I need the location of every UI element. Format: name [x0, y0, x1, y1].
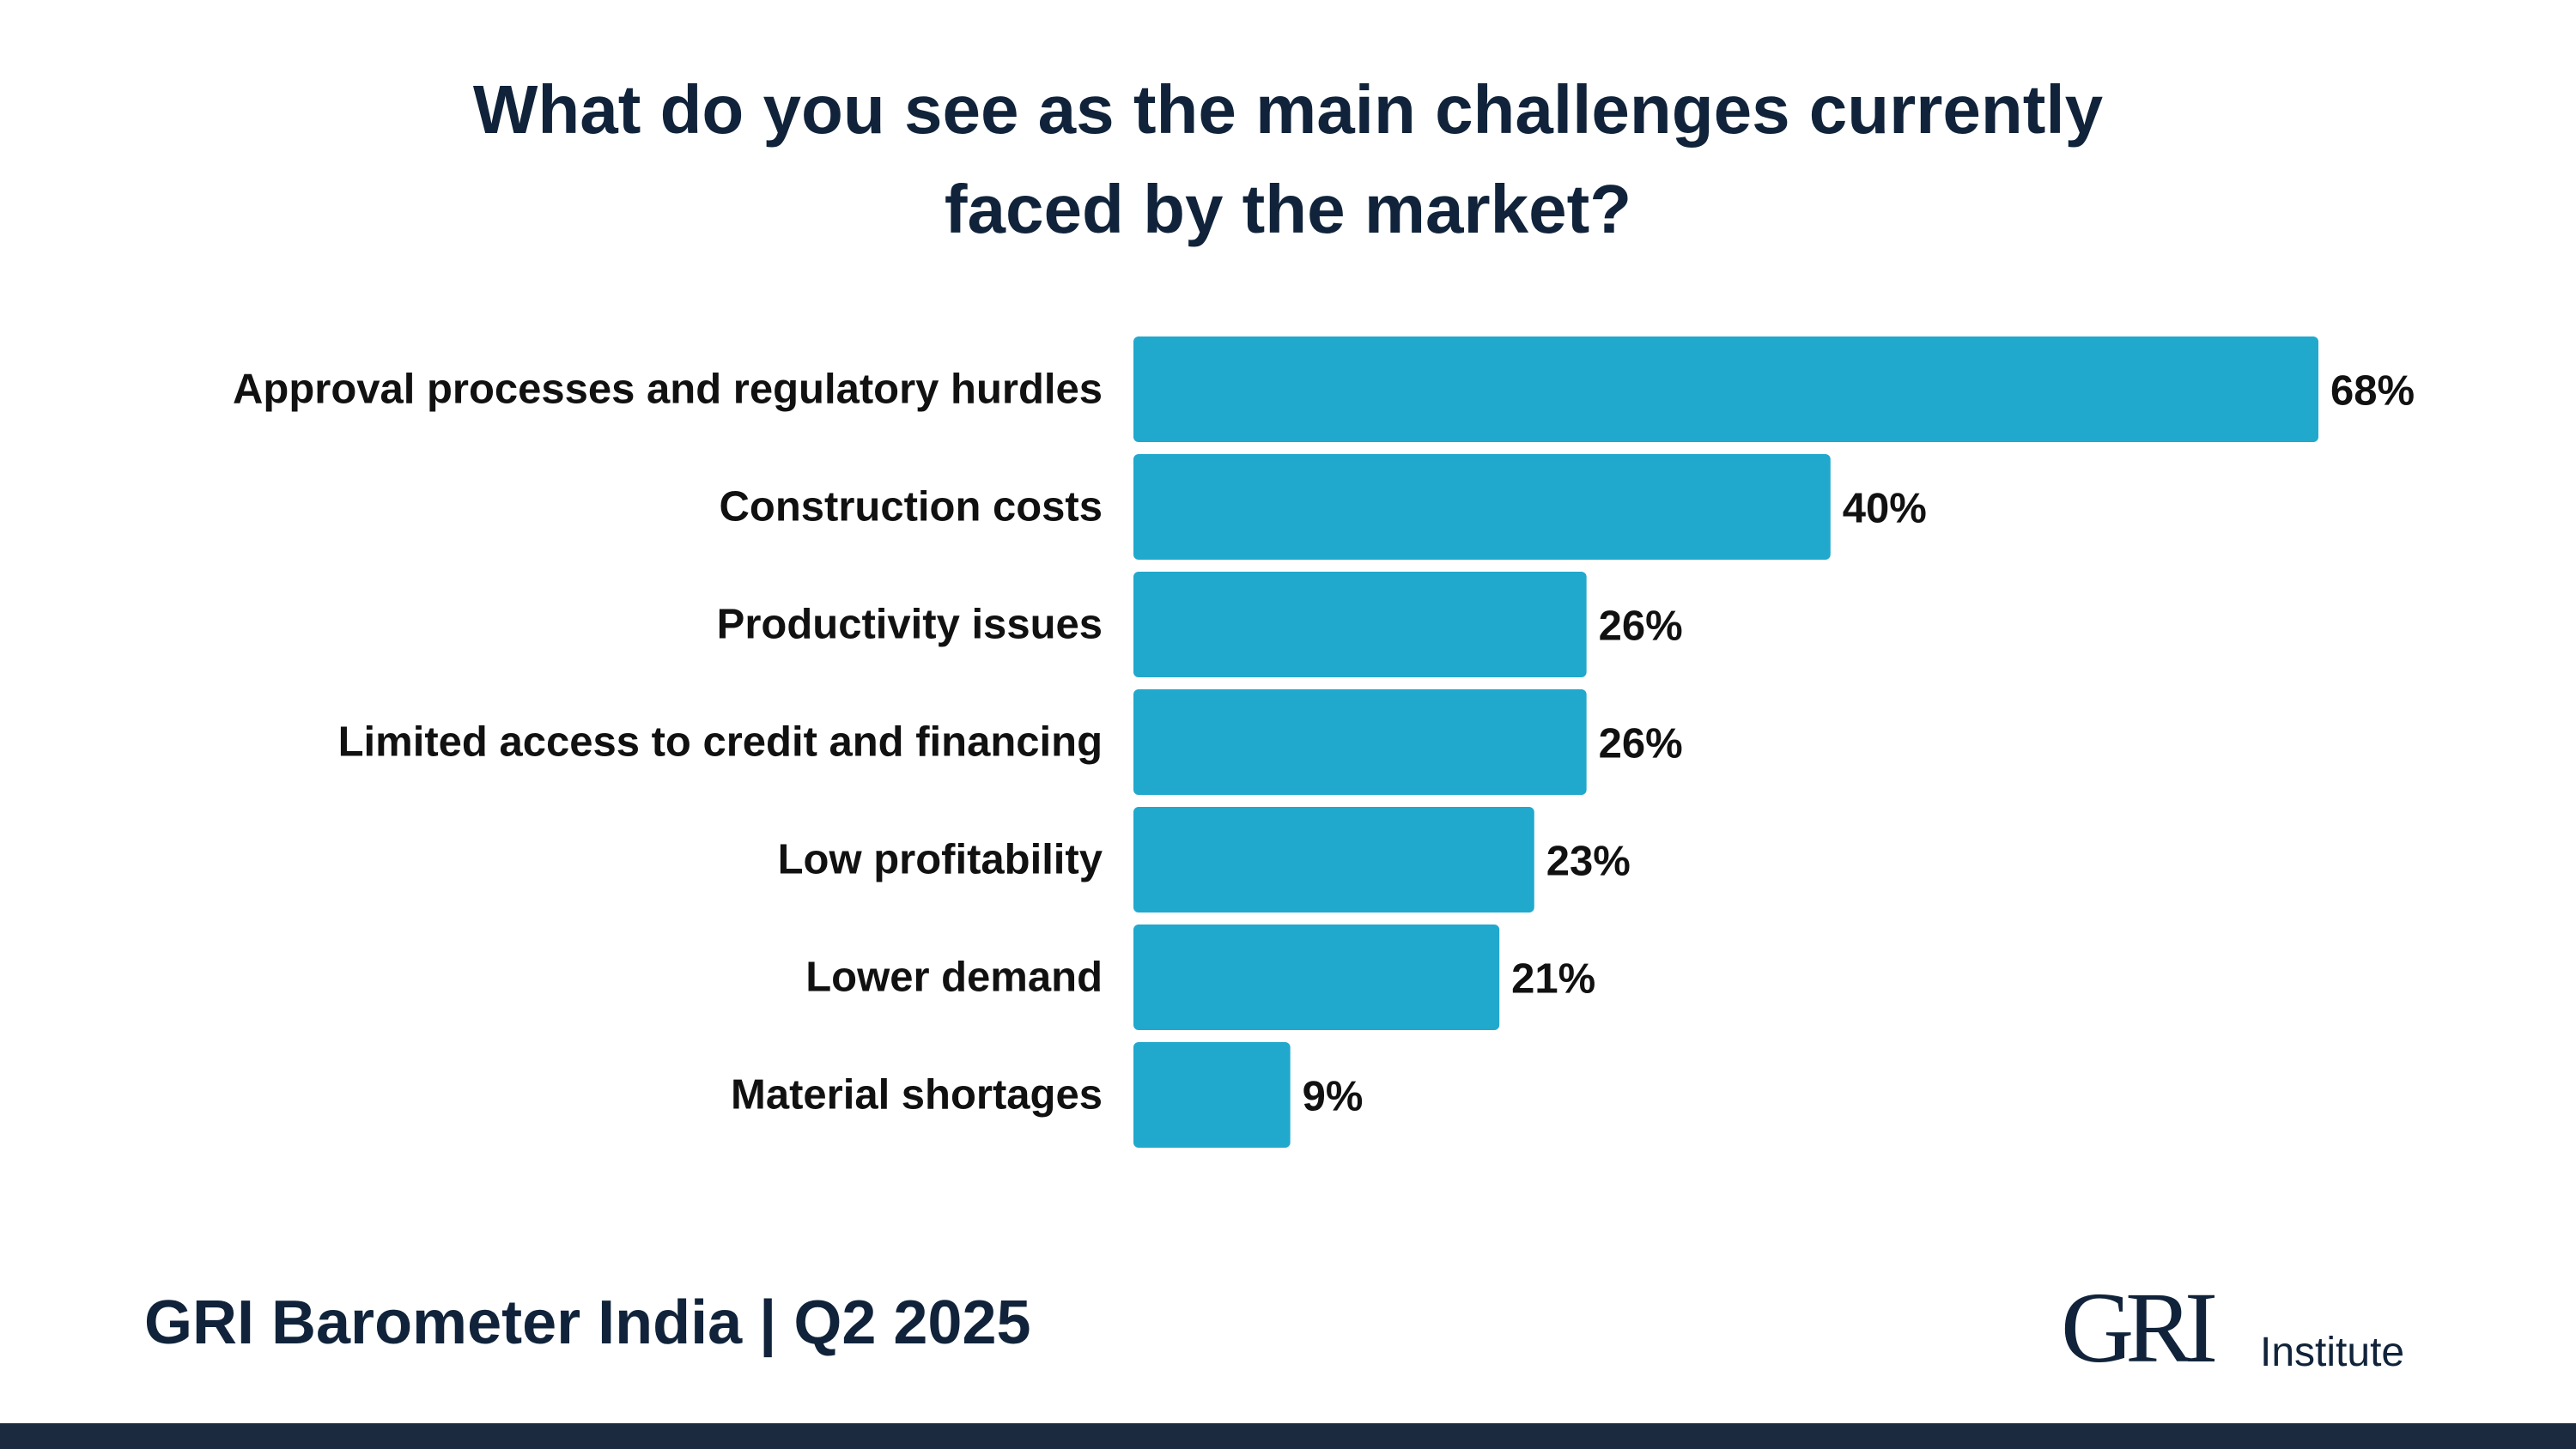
bar-3	[1133, 689, 1587, 795]
bar-chart: Approval processes and regulatory hurdle…	[233, 336, 2415, 1148]
chart-title: What do you see as the main challenges c…	[258, 60, 2318, 259]
bar-0	[1133, 336, 2318, 442]
category-label-1: Construction costs	[720, 484, 1103, 530]
gri-institute-logo: GRI Institute	[2061, 1277, 2447, 1380]
logo-subtitle: Institute	[2260, 1330, 2405, 1375]
category-label-2: Productivity issues	[717, 602, 1103, 648]
category-label-3: Limited access to credit and financing	[338, 719, 1103, 766]
category-label-0: Approval processes and regulatory hurdle…	[233, 367, 1103, 413]
value-label-6: 9%	[1303, 1074, 1364, 1120]
bar-2	[1133, 572, 1587, 677]
chart-title-line-1: What do you see as the main challenges c…	[472, 71, 2104, 148]
bottom-bar	[0, 1423, 2576, 1449]
value-label-2: 26%	[1599, 603, 1683, 650]
bar-1	[1133, 454, 1831, 560]
bar-6	[1133, 1042, 1291, 1148]
value-label-3: 26%	[1599, 721, 1683, 767]
value-label-4: 23%	[1546, 839, 1631, 885]
logo-mark: GRI	[2061, 1271, 2218, 1384]
value-label-0: 68%	[2330, 368, 2415, 415]
value-label-5: 21%	[1511, 956, 1595, 1003]
category-label-5: Lower demand	[805, 955, 1103, 1001]
category-label-6: Material shortages	[731, 1072, 1103, 1119]
category-label-4: Low profitability	[778, 837, 1103, 883]
bar-4	[1133, 807, 1534, 912]
chart-title-line-2: faced by the market?	[944, 171, 1632, 247]
value-label-1: 40%	[1843, 486, 1927, 532]
footer-title: GRI Barometer India | Q2 2025	[144, 1288, 1031, 1357]
bar-5	[1133, 925, 1500, 1030]
